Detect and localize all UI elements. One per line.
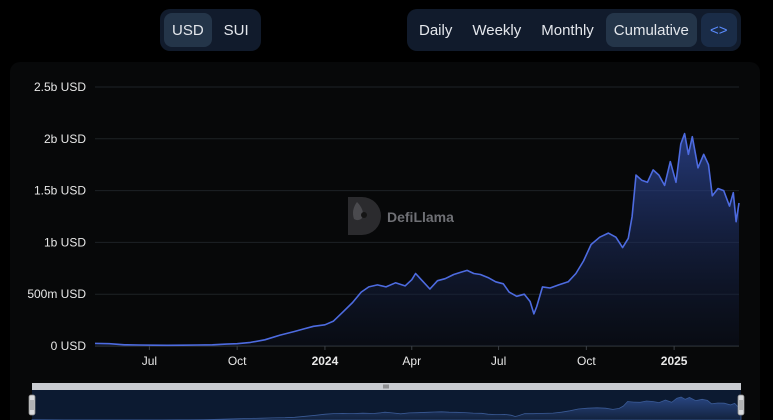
y-tick-label: 2b USD bbox=[44, 132, 86, 146]
x-tick-label: 2025 bbox=[661, 354, 688, 368]
period-weekly-button[interactable]: Weekly bbox=[472, 21, 522, 39]
period-cumulative-button[interactable]: Cumulative bbox=[605, 13, 697, 47]
x-tick-label: Apr bbox=[402, 354, 421, 368]
period-daily-button[interactable]: Daily bbox=[419, 21, 453, 39]
currency-sui-button[interactable]: SUI bbox=[223, 21, 249, 39]
range-slider-grip-icon[interactable] bbox=[383, 384, 389, 389]
y-tick-label: 1.5b USD bbox=[34, 184, 86, 198]
currency-toggle: USD SUI bbox=[160, 9, 261, 51]
watermark-text: DefiLlama bbox=[387, 209, 454, 225]
period-monthly-button[interactable]: Monthly bbox=[541, 21, 594, 39]
series-area bbox=[95, 133, 739, 346]
defillama-logo-icon bbox=[348, 197, 381, 235]
y-tick-label: 1b USD bbox=[44, 235, 86, 249]
series-line bbox=[94, 132, 740, 347]
x-tick-label: Oct bbox=[228, 354, 247, 368]
watermark: DefiLlama bbox=[348, 197, 454, 235]
y-tick-label: 500m USD bbox=[27, 287, 86, 301]
range-handle-left[interactable] bbox=[28, 394, 36, 416]
embed-code-button[interactable]: <> bbox=[700, 13, 737, 47]
x-tick-label: Jul bbox=[491, 354, 506, 368]
x-tick-label: 2024 bbox=[312, 354, 339, 368]
x-tick-label: Oct bbox=[577, 354, 596, 368]
currency-usd-button[interactable]: USD bbox=[164, 13, 212, 47]
range-slider-preview bbox=[31, 396, 742, 420]
y-tick-label: 0 USD bbox=[51, 339, 87, 353]
x-axis: Jul Oct 2024 Apr Jul Oct 2025 bbox=[95, 345, 739, 368]
y-tick-label: 2.5b USD bbox=[34, 80, 86, 94]
x-tick-label: Jul bbox=[142, 354, 157, 368]
range-slider[interactable] bbox=[28, 383, 745, 420]
code-brackets-icon: <> bbox=[710, 21, 728, 39]
y-axis: 0 USD 500m USD 1b USD 1.5b USD 2b USD 2.5b US… bbox=[27, 80, 86, 353]
period-toggle: Daily Weekly Monthly Cumulative <> bbox=[407, 9, 741, 51]
range-handle-right[interactable] bbox=[737, 394, 745, 416]
